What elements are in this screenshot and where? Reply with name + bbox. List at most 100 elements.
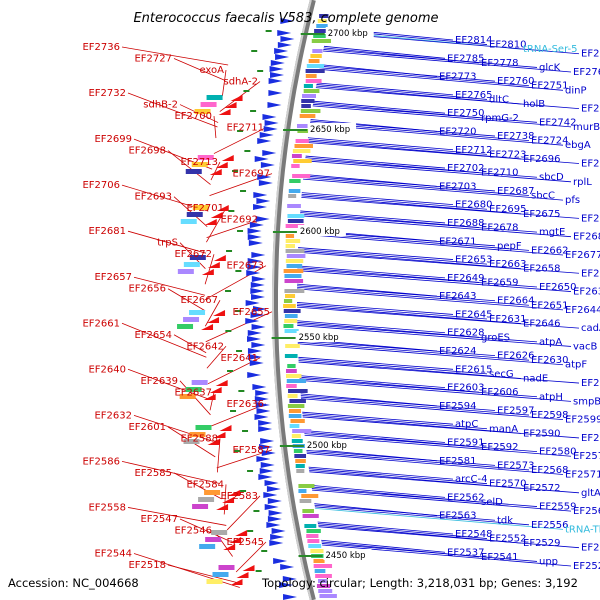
backbone-ring: [272, 0, 316, 600]
right-leader-line: [300, 212, 480, 228]
left-gene-label: EF2667: [180, 295, 218, 306]
tick-mark: [265, 30, 272, 32]
forward-gene-arrow: [277, 30, 292, 36]
left-gene-label: EF2558: [88, 502, 126, 513]
right-gene-label: EF2630: [531, 355, 569, 366]
right-gene-label: EF2572: [523, 483, 561, 494]
gene-block: [298, 484, 315, 488]
genome-summary: Topology: circular; Length: 3,218,031 bp…: [261, 576, 578, 590]
right-gene-label: EF2703: [439, 181, 477, 192]
left-leader-line: [204, 265, 267, 301]
gene-block: [185, 169, 202, 174]
gene-block: [191, 380, 208, 385]
right-gene-label: EF2649: [447, 273, 485, 284]
left-gene-label: EF2654: [134, 330, 172, 341]
right-leader-line: [308, 466, 454, 480]
left-leader-line: [213, 116, 217, 139]
right-gene-label: groES: [481, 332, 510, 343]
gene-block: [204, 490, 221, 495]
left-leader-line: [167, 288, 206, 312]
left-gene-label: EF2697: [232, 169, 270, 180]
forward-gene-arrow: [251, 324, 266, 330]
right-leader-line: [297, 250, 522, 270]
left-gene-label: EF2641: [220, 353, 258, 364]
right-gene-label: EF2570: [489, 479, 527, 490]
gene-block: [299, 114, 316, 118]
tick-mark: [232, 170, 239, 172]
gene-block: [218, 565, 235, 570]
right-gene-label: EF2562: [447, 492, 485, 503]
forward-gene-arrow: [267, 516, 282, 522]
left-gene-label: EF2693: [134, 192, 172, 203]
reverse-gene-arrow: [223, 544, 236, 550]
right-gene-label: EF2677: [565, 250, 600, 261]
right-gene-label: EF2653: [455, 255, 493, 266]
right-gene-label: EF2720: [439, 126, 477, 137]
left-gene-label: exoA: [199, 65, 224, 76]
tick-mark: [234, 450, 241, 452]
right-leader-line: [306, 451, 530, 471]
gene-block: [296, 469, 305, 473]
gene-block: [206, 579, 223, 584]
right-leader-line: [298, 358, 488, 375]
left-leader-line: [121, 322, 207, 358]
right-gene-label: dinP: [565, 85, 587, 96]
reverse-gene-arrow: [204, 219, 217, 225]
forward-gene-arrow: [282, 576, 297, 582]
right-gene-label: EF2602: [581, 378, 600, 389]
gene-block: [302, 509, 314, 513]
tick-mark: [244, 150, 251, 152]
right-leader-line: [301, 398, 564, 421]
kbp-label: 2450 kbp: [326, 551, 366, 561]
forward-gene-arrow: [255, 390, 270, 396]
right-leader-line: [301, 193, 488, 210]
right-gene-label: EF2658: [523, 264, 561, 275]
right-leader-line: [312, 105, 572, 128]
forward-gene-arrow: [251, 294, 266, 300]
right-gene-label: EF2760: [497, 76, 535, 87]
right-gene-label: EF2742: [539, 117, 577, 128]
right-leader-line: [299, 376, 480, 393]
right-leader-line: [297, 283, 438, 297]
reverse-gene-arrow: [224, 102, 237, 108]
reverse-gene-arrow: [207, 317, 220, 323]
right-gene-label: EF2568: [531, 465, 569, 476]
reverse-gene-arrow: [218, 109, 231, 115]
right-leader-line: [307, 138, 488, 155]
left-gene-label: EF2732: [88, 88, 126, 99]
gene-block: [317, 19, 327, 23]
tick-mark: [255, 570, 262, 572]
gene-block: [305, 69, 325, 73]
left-gene-label: sdhA-2: [224, 77, 259, 88]
right-leader-line: [321, 543, 538, 562]
forward-gene-arrow: [277, 42, 292, 48]
right-leader-line: [302, 416, 580, 439]
right-gene-label: ebgA: [565, 140, 591, 151]
right-leader-line: [297, 285, 496, 302]
right-leader-line: [296, 303, 488, 320]
forward-gene-arrow: [256, 408, 271, 414]
gene-block: [199, 544, 216, 549]
gene-block: [285, 249, 305, 253]
right-leader-line: [296, 306, 580, 329]
gene-block: [293, 159, 312, 163]
gene-block: [295, 459, 306, 463]
right-leader-line: [323, 45, 446, 59]
left-gene-label: EF2586: [82, 456, 120, 467]
left-leader-line: [127, 230, 207, 254]
right-gene-label: EF2615: [455, 364, 493, 375]
forward-gene-arrow: [275, 54, 290, 60]
gene-block: [284, 319, 298, 323]
left-leader-line: [133, 414, 214, 442]
left-leader-line: [204, 300, 221, 327]
forward-gene-arrow: [258, 474, 273, 480]
left-gene-label: EF2711: [226, 123, 264, 134]
gene-block: [291, 164, 300, 168]
left-gene-label: EF2699: [94, 134, 132, 145]
forward-gene-arrow: [255, 402, 270, 408]
right-leader-line: [321, 539, 446, 553]
right-leader-line: [297, 341, 530, 361]
kbp-label: 2550 kbp: [299, 333, 339, 343]
right-leader-line: [304, 433, 538, 453]
left-gene-label: EF2547: [140, 514, 178, 525]
